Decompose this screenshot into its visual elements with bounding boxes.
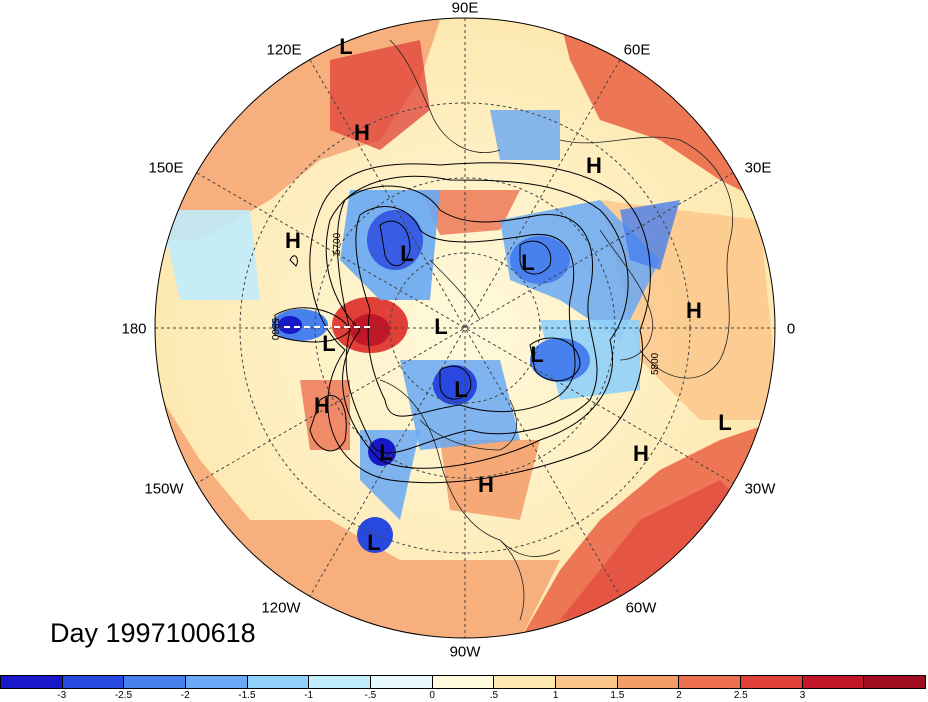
colorbar-tick-label: -1 — [304, 690, 314, 701]
low-center-label: L — [379, 440, 393, 465]
colorbar-cell — [432, 676, 495, 688]
colorbar-tick-label: 2.5 — [733, 690, 748, 701]
colorbar-cell — [617, 676, 680, 688]
lon-label-90w: 90W — [449, 643, 481, 661]
low-center-label: L — [400, 241, 414, 266]
colorbar-cell — [556, 676, 618, 688]
geopotential-contours — [274, 162, 651, 484]
colorbar-tick-label: -1.5 — [238, 690, 256, 701]
lon-label-120w: 120W — [261, 599, 301, 617]
high-center-label: H — [354, 120, 370, 145]
coastlines — [379, 39, 733, 621]
lon-label-150e: 150E — [148, 159, 184, 177]
colorbar-tick-label: 1 — [552, 690, 559, 701]
low-center-label: L — [530, 342, 544, 367]
colorbar — [0, 675, 926, 689]
colorbar-tick-label: -3 — [57, 690, 67, 701]
low-center-label: L — [322, 331, 336, 356]
lon-label-60w: 60W — [625, 599, 657, 617]
lon-label-0: 0 — [786, 320, 796, 338]
colorbar-tick-label: .5 — [489, 690, 499, 701]
contour-label-5800-east: 5800 — [650, 352, 661, 375]
lon-label-30w: 30W — [744, 480, 776, 498]
high-center-label: H — [285, 228, 301, 253]
colorbar-tick-label: 1.5 — [610, 690, 625, 701]
low-center-label: L — [339, 34, 353, 59]
colorbar-cell — [247, 676, 310, 688]
colorbar-cell — [1, 676, 63, 688]
high-center-label: H — [633, 441, 649, 466]
colorbar-tick-label: 2 — [676, 690, 682, 701]
colorbar-cell — [309, 676, 372, 688]
colorbar-cell — [124, 676, 187, 688]
lat-lon-grid — [155, 18, 775, 638]
lon-label-120e: 120E — [266, 41, 302, 59]
colorbar-tick-label: 3 — [799, 690, 806, 701]
contour-label-5800-west: 5800 — [269, 318, 280, 341]
colorbar-cell — [679, 676, 742, 688]
colorbar-tick-label: -2.5 — [114, 690, 133, 701]
colorbar-cell — [802, 676, 865, 688]
low-center-label: L — [521, 250, 535, 275]
lon-label-30e: 30E — [744, 159, 772, 177]
low-center-label: L — [367, 530, 381, 555]
colorbar-cell — [864, 676, 926, 688]
high-center-label: H — [478, 472, 494, 497]
colorbar-tick-label: 0 — [429, 690, 435, 701]
contour-label-5700: 5700 — [332, 232, 343, 255]
lon-label-150w: 150W — [144, 480, 184, 498]
high-center-label: H — [686, 298, 702, 323]
low-center-label: L — [434, 314, 448, 339]
colorbar-tick-label: -2 — [180, 690, 190, 701]
map-boundary — [154, 17, 776, 639]
lon-label-60e: 60E — [623, 41, 651, 59]
lon-label-180: 180 — [121, 320, 147, 338]
colorbar-cell — [494, 676, 557, 688]
date-title: Day 1997100618 — [50, 618, 256, 648]
colorbar-cell — [186, 676, 248, 688]
lon-label-90e: 90E — [451, 0, 479, 17]
colorbar-cell — [741, 676, 803, 688]
colorbar-cell — [371, 676, 433, 688]
colorbar-cell — [62, 676, 125, 688]
high-center-label: H — [314, 393, 330, 418]
low-center-label: L — [454, 377, 468, 402]
low-center-label: L — [718, 410, 732, 435]
colorbar-tick-label: -.5 — [364, 690, 377, 701]
high-center-label: H — [586, 153, 602, 178]
